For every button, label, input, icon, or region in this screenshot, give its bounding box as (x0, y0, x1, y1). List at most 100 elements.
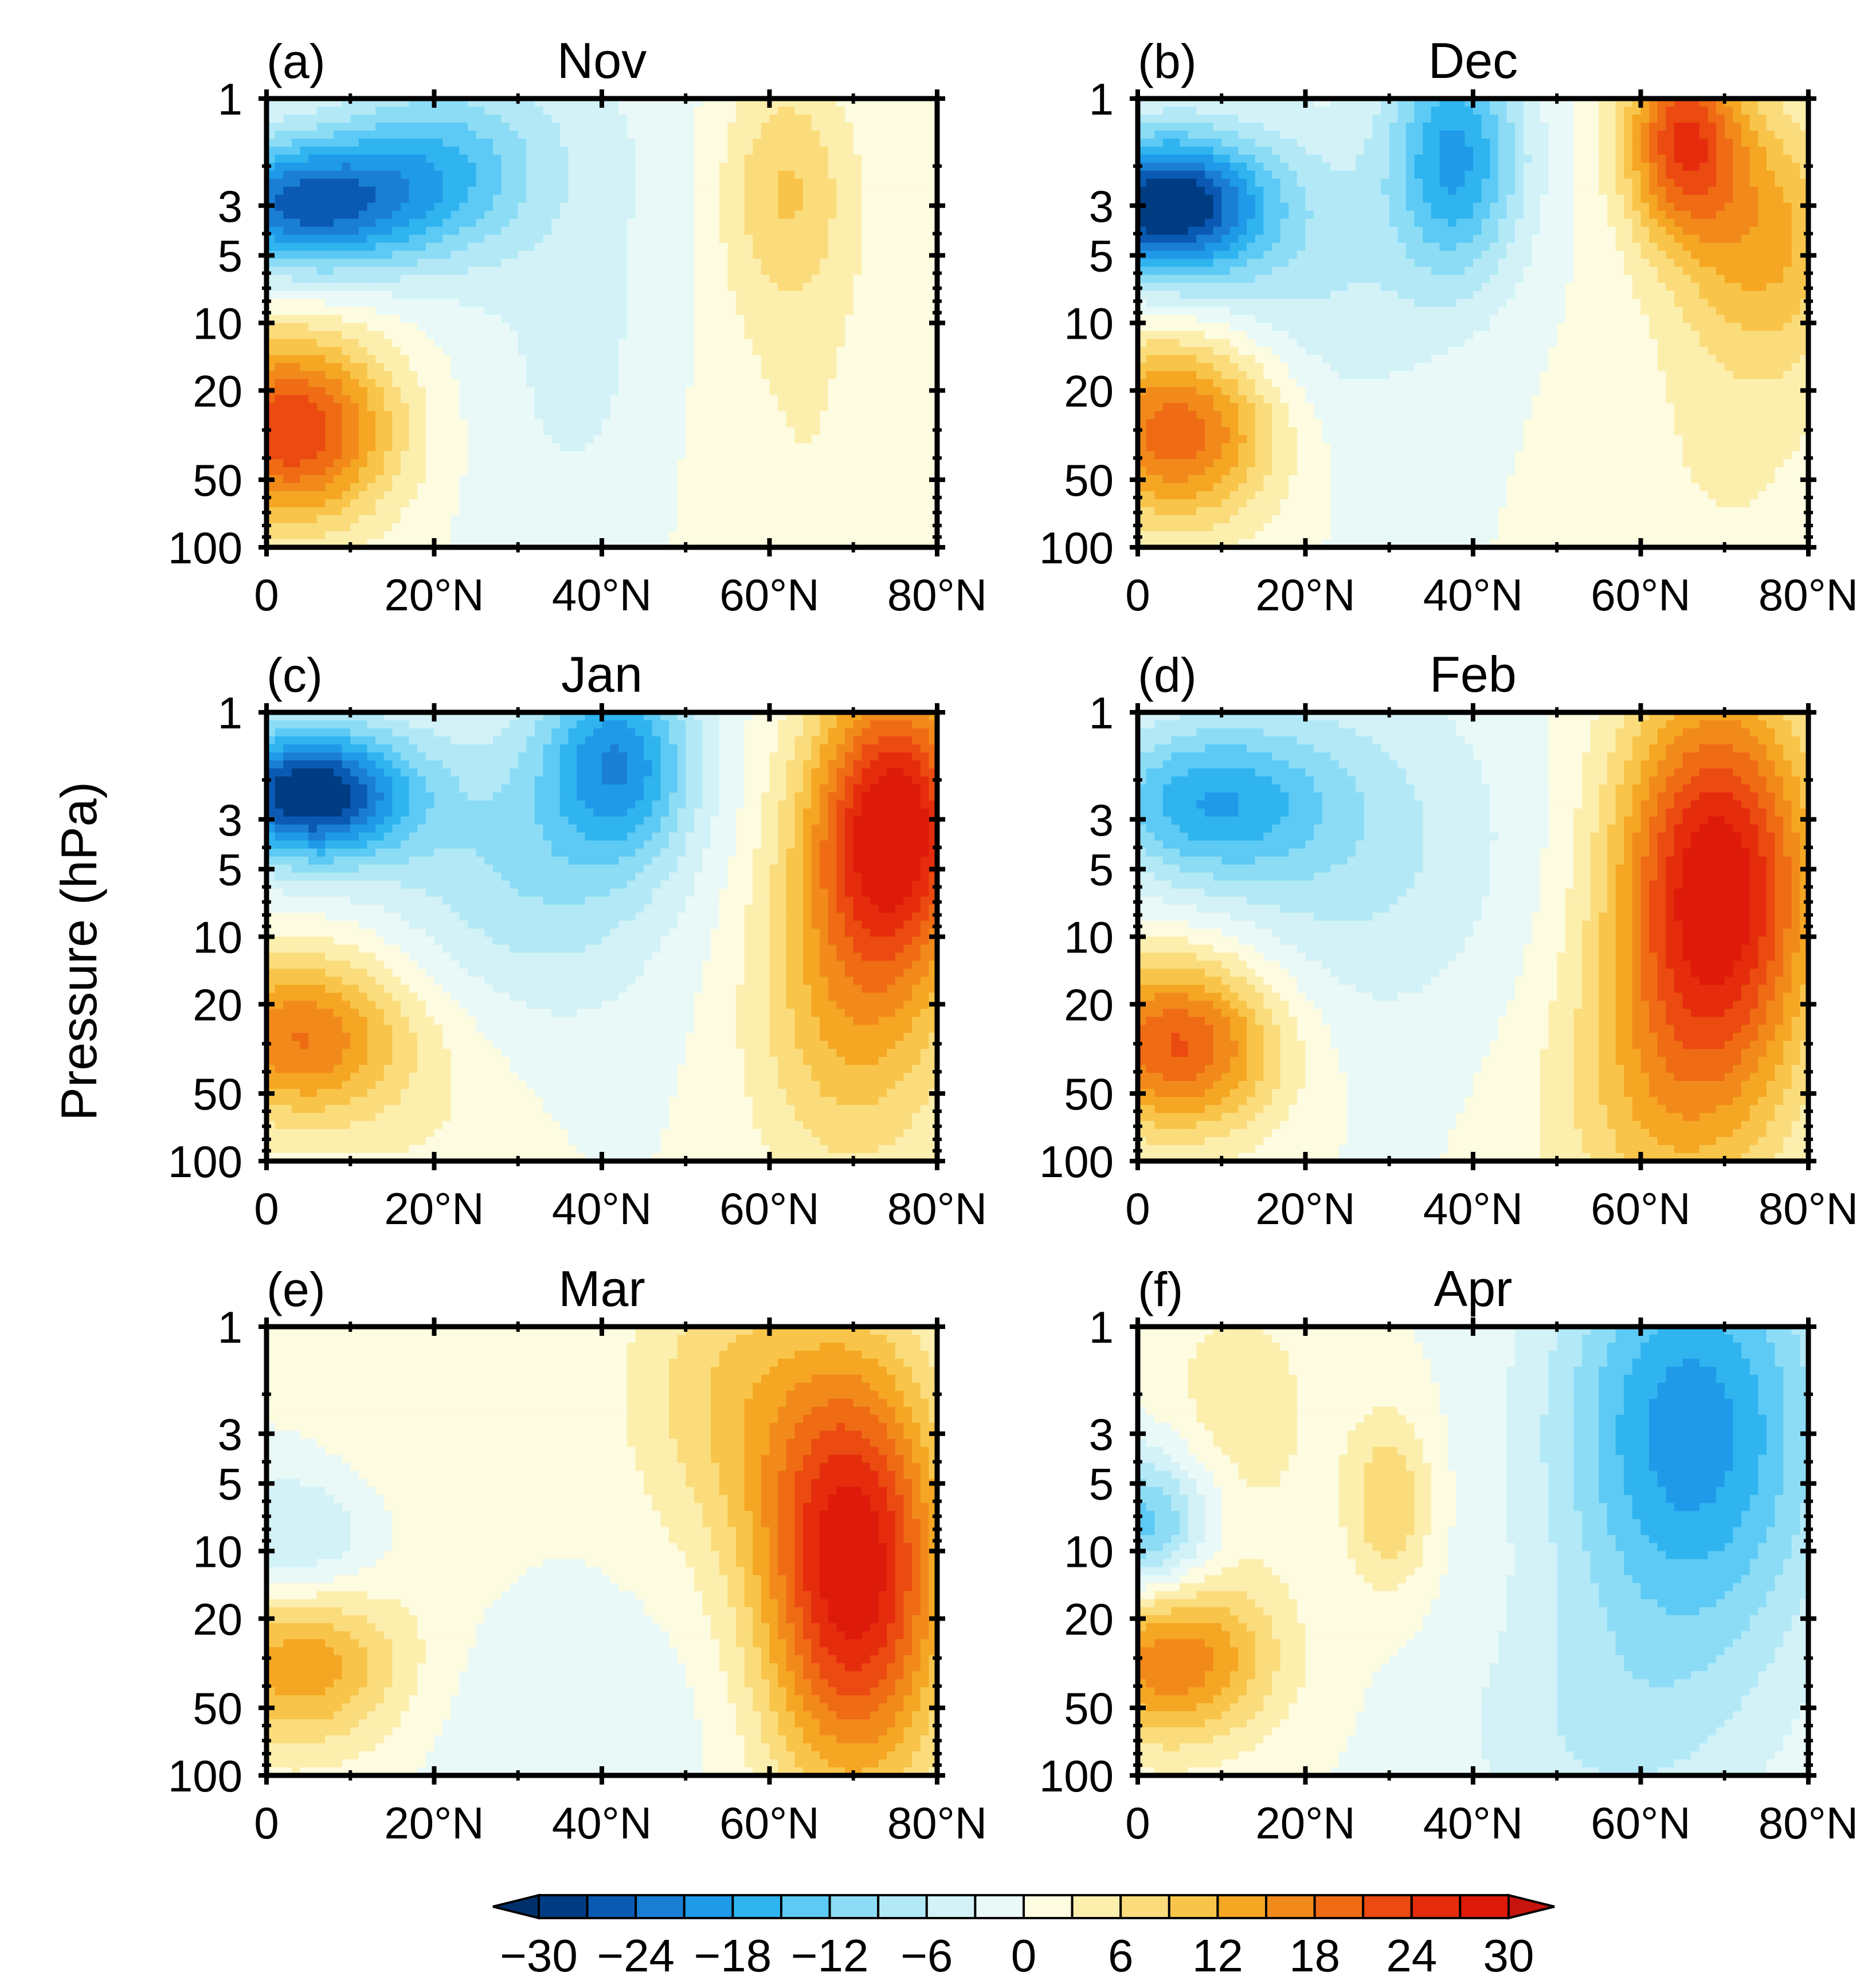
field-cell (686, 107, 694, 115)
field-cell (367, 443, 376, 452)
field-cell (434, 115, 443, 123)
field-cell (392, 427, 401, 436)
field-cell (895, 179, 904, 187)
field-cell (551, 443, 560, 452)
field-cell (644, 259, 652, 268)
field-cell (794, 419, 803, 428)
field-cell (409, 531, 418, 540)
field-cell (577, 347, 585, 355)
field-cell (853, 379, 862, 387)
field-cell (627, 211, 636, 219)
field-cell (585, 411, 594, 419)
field-cell (543, 163, 552, 171)
field-cell (560, 211, 569, 219)
field-cell (803, 275, 812, 284)
field-cell (1591, 123, 1599, 131)
field-cell (476, 499, 485, 508)
field-cell (451, 179, 460, 187)
field-cell (342, 307, 351, 316)
field-cell (434, 131, 443, 139)
field-cell (476, 203, 485, 211)
field-cell (845, 291, 853, 300)
field-cell (476, 339, 485, 347)
field-cell (921, 371, 929, 379)
field-cell (828, 267, 837, 276)
field-cell (895, 267, 904, 276)
field-cell (300, 139, 309, 147)
field-cell (292, 395, 300, 403)
field-cell (727, 107, 736, 115)
field-cell (317, 283, 326, 292)
field-cell (636, 435, 644, 444)
field-cell (770, 339, 778, 347)
field-cell (879, 283, 887, 292)
field-cell (543, 467, 552, 476)
field-cell (921, 331, 929, 339)
field-cell (300, 115, 309, 123)
field-cell (543, 115, 552, 123)
field-cell (401, 323, 409, 332)
field-cell (569, 147, 577, 155)
field-cell (753, 115, 761, 123)
field-cell (887, 235, 895, 244)
field-cell (745, 139, 753, 147)
field-cell (510, 475, 518, 484)
field-cell (745, 299, 753, 308)
field-cell (300, 491, 309, 500)
field-cell (292, 451, 300, 460)
field-cell (610, 219, 619, 228)
field-cell (719, 411, 728, 419)
field-cell (367, 139, 376, 147)
field-cell (786, 299, 795, 308)
field-cell (342, 419, 351, 428)
field-cell (845, 427, 853, 436)
field-cell (526, 443, 535, 452)
field-cell (786, 339, 795, 347)
field-cell (1783, 123, 1792, 131)
field-cell (451, 299, 460, 308)
field-cell (770, 331, 778, 339)
field-cell (493, 291, 502, 300)
field-cell (812, 275, 820, 284)
field-cell (426, 339, 434, 347)
field-cell (711, 379, 719, 387)
field-cell (342, 459, 351, 468)
field-cell (627, 179, 636, 187)
field-cell (317, 195, 326, 203)
field-cell (669, 195, 677, 203)
field-cell (761, 395, 770, 403)
field-cell (761, 363, 770, 371)
field-cell (753, 523, 761, 532)
field-cell (912, 355, 921, 363)
field-cell (761, 307, 770, 316)
field-cell (502, 419, 510, 428)
field-cell (820, 107, 828, 115)
field-cell (820, 339, 828, 347)
field-cell (618, 395, 627, 403)
field-cell (895, 195, 904, 203)
field-cell (451, 187, 460, 195)
field-cell (535, 531, 543, 540)
field-cell (1666, 115, 1674, 123)
field-cell (292, 347, 300, 355)
field-cell (660, 259, 669, 268)
field-cell (820, 443, 828, 452)
field-cell (711, 195, 719, 203)
field-cell (845, 451, 853, 460)
field-cell (694, 379, 703, 387)
field-cell (677, 235, 686, 244)
field-cell (870, 267, 879, 276)
field-cell (275, 363, 284, 371)
field-cell (1691, 131, 1699, 139)
field-cell (837, 443, 845, 452)
field-cell (417, 411, 426, 419)
field-cell (359, 515, 367, 524)
field-cell (727, 251, 736, 260)
field-cell (669, 275, 677, 284)
field-cell (803, 483, 812, 492)
field-cell (912, 131, 921, 139)
field-cell (879, 483, 887, 492)
field-cell (644, 419, 652, 428)
field-cell (442, 491, 451, 500)
field-cell (401, 347, 409, 355)
